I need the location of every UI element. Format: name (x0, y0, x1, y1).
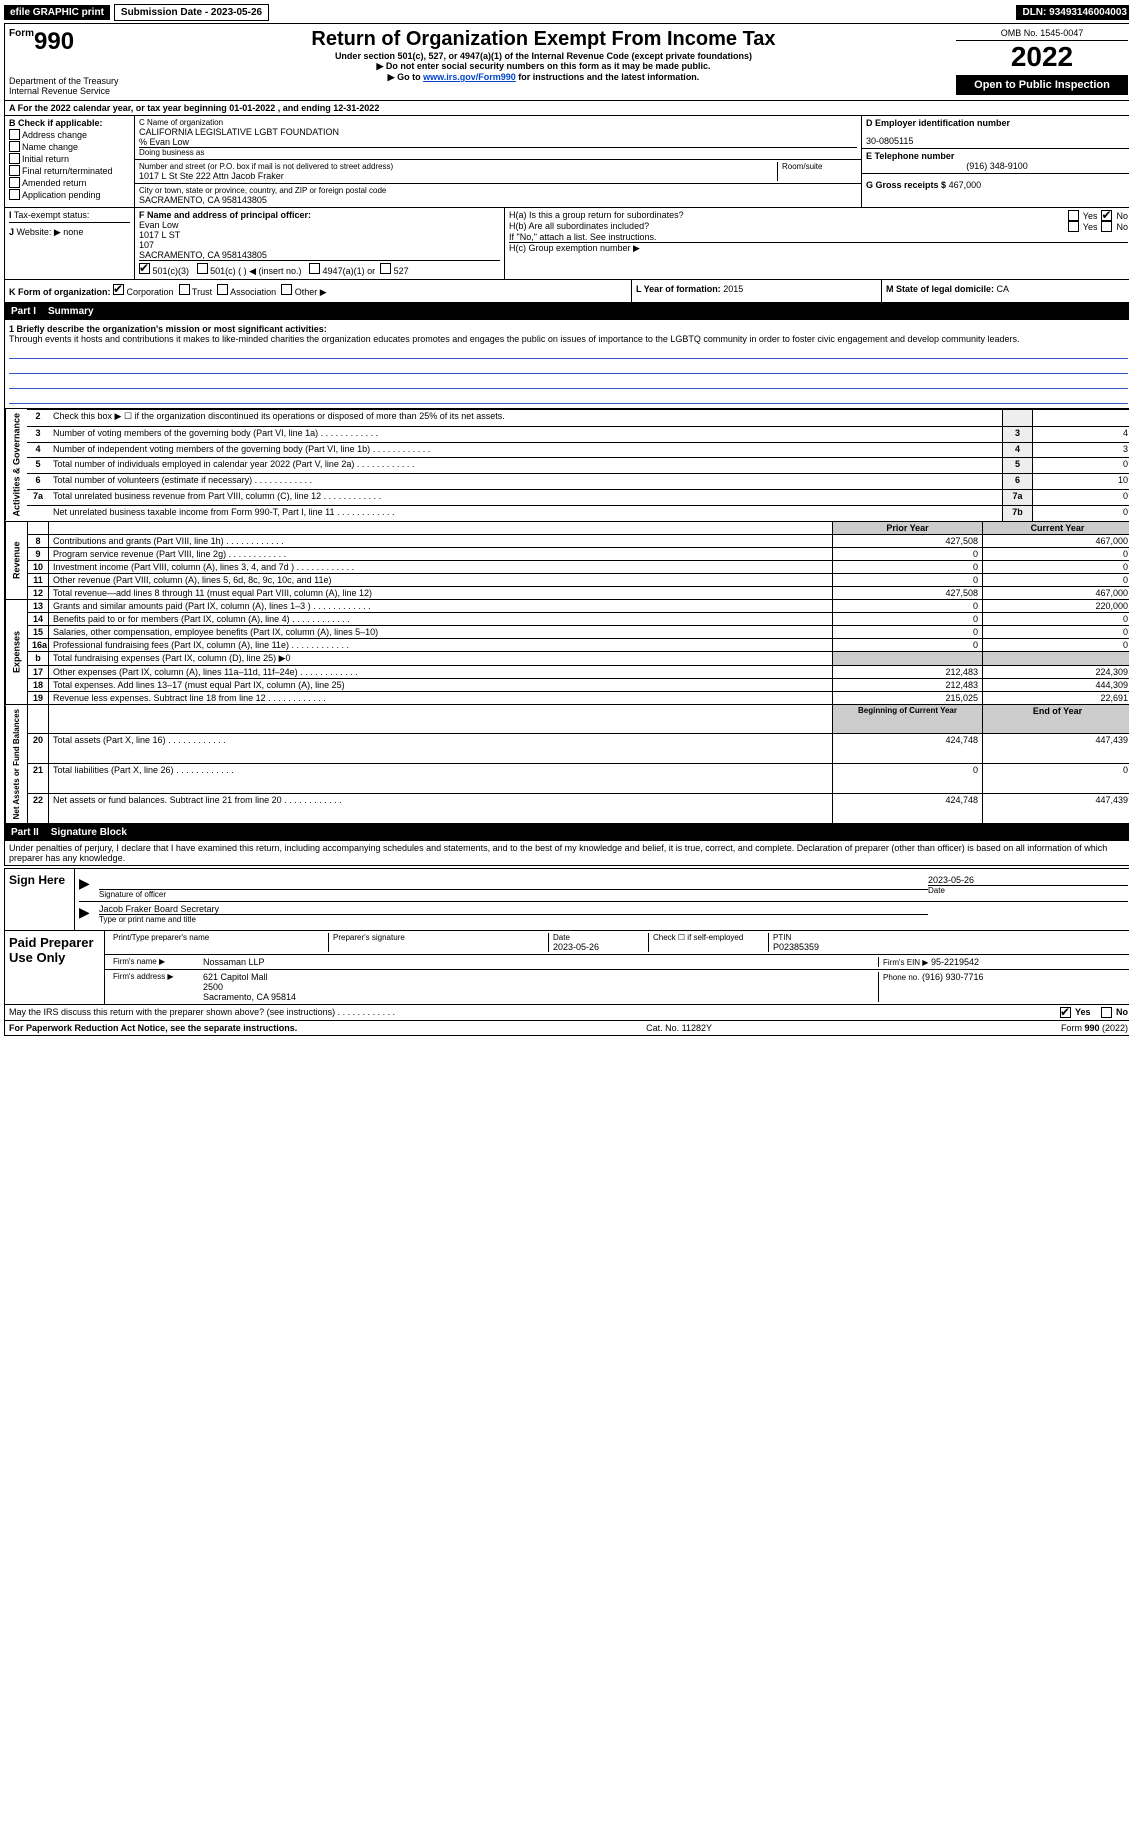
vlabel-netassets: Net Assets or Fund Balances (5, 705, 27, 823)
firm-address: 621 Capitol Mall 2500 Sacramento, CA 958… (199, 972, 878, 1002)
assets-boy: 424,748 (832, 733, 982, 763)
vlabel-expenses: Expenses (5, 600, 27, 704)
arrow-icon: ▶ (79, 904, 99, 924)
irs-label: Internal Revenue Service (9, 86, 131, 96)
exp18-curr: 444,309 (982, 678, 1129, 691)
form-title: Return of Organization Exempt From Incom… (139, 28, 948, 51)
sections-fhi: I I Tax-exempt status:Tax-exempt status:… (4, 208, 1129, 280)
sign-here-block: Sign Here ▶ Signature of officer 2023-05… (4, 868, 1129, 931)
line7a-value: 0 (1032, 489, 1129, 505)
ha-no[interactable] (1101, 210, 1112, 221)
line4-value: 3 (1032, 442, 1129, 458)
submission-date[interactable]: Submission Date - 2023-05-26 (114, 4, 269, 21)
year-formation: 2015 (723, 284, 743, 294)
line6-value: 10 (1032, 473, 1129, 489)
street-address: 1017 L St Ste 222 Attn Jacob Fraker (139, 171, 777, 181)
efile-label: efile GRAPHIC print (4, 5, 110, 20)
checkbox-final-return[interactable] (9, 165, 20, 176)
ein: 30-0805115 (866, 136, 1128, 146)
checkbox-4947[interactable] (309, 263, 320, 274)
officer-name-title: Jacob Fraker Board Secretary (99, 904, 928, 914)
ptin: P02385359 (773, 942, 1124, 952)
discuss-row: May the IRS discuss this return with the… (4, 1005, 1129, 1021)
section-b: B Check if applicable: Address change Na… (5, 116, 135, 207)
care-of: % Evan Low (139, 137, 857, 147)
arrow-icon: ▶ (79, 875, 99, 899)
netassets-eoy: 447,439 (982, 793, 1129, 823)
rev8-prior: 427,508 (832, 534, 982, 547)
checkbox-trust[interactable] (179, 284, 190, 295)
firm-ein: 95-2219542 (931, 957, 979, 967)
checkbox-name-change[interactable] (9, 141, 20, 152)
perjury-statement: Under penalties of perjury, I declare th… (4, 841, 1129, 866)
rev12-curr: 467,000 (982, 586, 1129, 599)
exp13-curr: 220,000 (982, 600, 1129, 612)
section-c: C Name of organization CALIFORNIA LEGISL… (135, 116, 862, 207)
checkbox-app-pending[interactable] (9, 189, 20, 200)
city-state-zip: SACRAMENTO, CA 958143805 (139, 195, 857, 205)
subtitle-3: ▶ Go to www.irs.gov/Form990 for instruct… (139, 72, 948, 83)
checkbox-address-change[interactable] (9, 129, 20, 140)
section-a: A For the 2022 calendar year, or tax yea… (4, 101, 1129, 116)
checkbox-501c3[interactable] (139, 263, 150, 274)
hb-no[interactable] (1101, 221, 1112, 232)
checkbox-other[interactable] (281, 284, 292, 295)
rev8-curr: 467,000 (982, 534, 1129, 547)
rev12-prior: 427,508 (832, 586, 982, 599)
expenses-table: Expenses 13Grants and similar amounts pa… (4, 600, 1129, 705)
subtitle-1: Under section 501(c), 527, or 4947(a)(1)… (139, 51, 948, 61)
website: none (63, 227, 83, 237)
gross-receipts: 467,000 (949, 180, 982, 190)
exp18-prior: 212,483 (832, 678, 982, 691)
assets-eoy: 447,439 (982, 733, 1129, 763)
sections-klm: K Form of organization: Corporation Trus… (4, 280, 1129, 303)
paid-preparer-block: Paid Preparer Use Only Print/Type prepar… (4, 931, 1129, 1005)
mission-text: Through events it hosts and contribution… (9, 334, 1128, 344)
line7b-value: 0 (1032, 505, 1129, 521)
state-domicile: CA (997, 284, 1010, 294)
governance-table: Activities & Governance 2Check this box … (4, 409, 1129, 522)
omb-number: OMB No. 1545-0047 (956, 28, 1128, 41)
instructions-link[interactable]: www.irs.gov/Form990 (423, 72, 516, 82)
netassets-boy: 424,748 (832, 793, 982, 823)
vlabel-governance: Activities & Governance (5, 409, 27, 521)
firm-phone: (916) 930-7716 (922, 972, 984, 982)
discuss-no[interactable] (1101, 1007, 1112, 1018)
sections-bcdefg: B Check if applicable: Address change Na… (4, 116, 1129, 208)
mission-section: 1 Briefly describe the organization's mi… (4, 320, 1129, 409)
revenue-table: Revenue Prior YearCurrent Year 8Contribu… (4, 522, 1129, 600)
dln-label: DLN: 93493146004003 (1016, 5, 1129, 20)
dept-label: Department of the Treasury (9, 76, 131, 86)
netassets-table: Net Assets or Fund Balances Beginning of… (4, 705, 1129, 824)
page-footer: For Paperwork Reduction Act Notice, see … (4, 1021, 1129, 1036)
open-to-public: Open to Public Inspection (956, 75, 1128, 95)
org-name: CALIFORNIA LEGISLATIVE LGBT FOUNDATION (139, 127, 857, 137)
checkbox-501c[interactable] (197, 263, 208, 274)
checkbox-527[interactable] (380, 263, 391, 274)
line3-value: 4 (1032, 426, 1129, 442)
hb-yes[interactable] (1068, 221, 1079, 232)
checkbox-amended[interactable] (9, 177, 20, 188)
ha-yes[interactable] (1068, 210, 1079, 221)
checkbox-corp[interactable] (113, 284, 124, 295)
form-header: Form990 Department of the Treasury Inter… (4, 23, 1129, 101)
discuss-yes[interactable] (1060, 1007, 1071, 1018)
sign-date: 2023-05-26 (928, 875, 1128, 885)
subtitle-2: ▶ Do not enter social security numbers o… (139, 61, 948, 72)
firm-name: Nossaman LLP (199, 957, 878, 967)
line5-value: 0 (1032, 457, 1129, 473)
checkbox-initial-return[interactable] (9, 153, 20, 164)
checkbox-assoc[interactable] (217, 284, 228, 295)
part1-header: Part I Summary (4, 303, 1129, 320)
top-bar: efile GRAPHIC print Submission Date - 20… (4, 4, 1129, 21)
officer-name: Evan Low (139, 220, 500, 230)
telephone: (916) 348-9100 (866, 161, 1128, 171)
vlabel-revenue: Revenue (5, 522, 27, 599)
part2-header: Part II Signature Block (4, 824, 1129, 841)
tax-year: 2022 (956, 41, 1128, 73)
form-number: Form990 (9, 28, 131, 56)
prep-date: 2023-05-26 (553, 942, 644, 952)
